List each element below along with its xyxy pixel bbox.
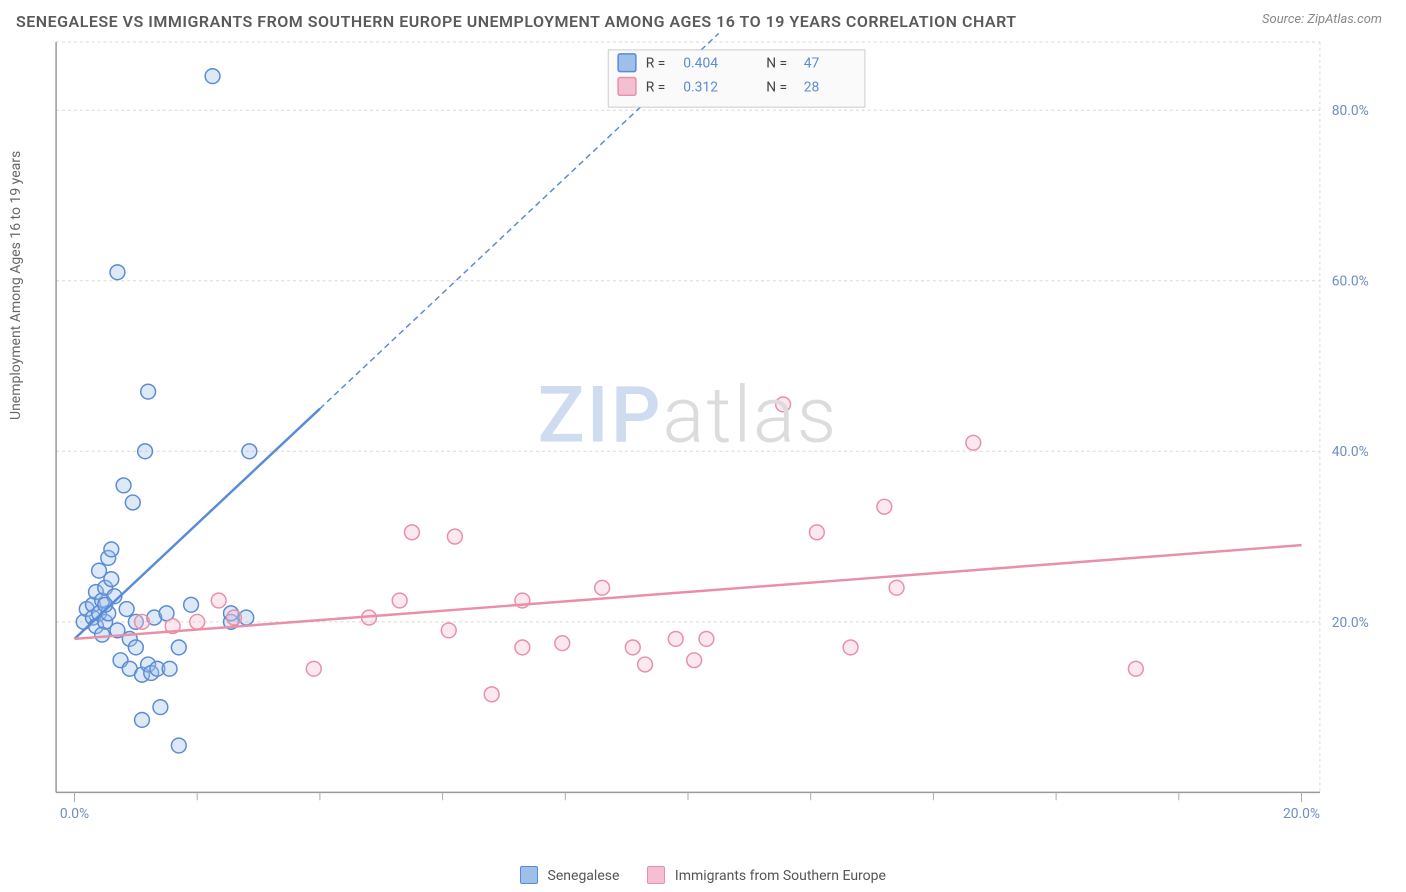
svg-text:N =: N = xyxy=(766,56,787,72)
legend-label-senegalese: Senegalese xyxy=(548,868,620,884)
svg-text:0.404: 0.404 xyxy=(683,56,718,72)
data-point xyxy=(141,384,156,399)
data-point xyxy=(125,495,140,510)
data-point xyxy=(889,580,904,595)
data-point xyxy=(227,610,242,625)
source-label: Source: ZipAtlas.com xyxy=(1262,12,1382,27)
data-point xyxy=(104,542,119,557)
data-point xyxy=(638,657,653,672)
legend-swatch-senegalese xyxy=(520,866,538,884)
data-point xyxy=(668,631,683,646)
data-point xyxy=(116,478,131,493)
svg-text:R =: R = xyxy=(646,79,666,95)
chart-title: SENEGALESE VS IMMIGRANTS FROM SOUTHERN E… xyxy=(16,12,1017,31)
data-point xyxy=(110,265,125,280)
data-point xyxy=(190,614,205,629)
svg-text:47: 47 xyxy=(804,56,820,72)
legend-swatch-southern-europe xyxy=(647,866,665,884)
data-point xyxy=(877,499,892,514)
legend-stats-swatch xyxy=(618,54,636,72)
data-point xyxy=(95,627,110,642)
data-point xyxy=(171,738,186,753)
data-point xyxy=(1128,661,1143,676)
data-point xyxy=(447,529,462,544)
svg-text:N =: N = xyxy=(766,79,787,95)
data-point xyxy=(555,636,570,651)
data-point xyxy=(843,640,858,655)
data-point xyxy=(119,602,134,617)
data-point xyxy=(211,593,226,608)
legend-label-southern-europe: Immigrants from Southern Europe xyxy=(675,868,886,884)
svg-text:28: 28 xyxy=(804,79,820,95)
data-point xyxy=(687,653,702,668)
data-point xyxy=(484,687,499,702)
chart-plot-area: ZIPatlas 20.0%40.0%60.0%80.0%0.0%20.0%R … xyxy=(48,42,1328,822)
data-point xyxy=(699,631,714,646)
data-point xyxy=(128,640,143,655)
data-point xyxy=(153,700,168,715)
data-point xyxy=(809,525,824,540)
data-point xyxy=(625,640,640,655)
svg-text:20.0%: 20.0% xyxy=(1283,806,1320,822)
data-point xyxy=(595,580,610,595)
data-point xyxy=(104,572,119,587)
data-point xyxy=(184,597,199,612)
y-axis-label: Unemployment Among Ages 16 to 19 years xyxy=(8,151,24,420)
data-point xyxy=(138,444,153,459)
data-point xyxy=(242,444,257,459)
svg-text:0.0%: 0.0% xyxy=(60,806,89,822)
svg-text:40.0%: 40.0% xyxy=(1332,444,1369,460)
legend-stats-swatch xyxy=(618,78,636,96)
svg-text:80.0%: 80.0% xyxy=(1332,103,1369,119)
data-point xyxy=(171,640,186,655)
data-point xyxy=(306,661,321,676)
svg-text:60.0%: 60.0% xyxy=(1332,274,1369,290)
data-point xyxy=(205,69,220,84)
legend-item-senegalese: Senegalese xyxy=(520,866,619,884)
data-point xyxy=(776,397,791,412)
trend-line xyxy=(75,545,1302,639)
legend-item-southern-europe: Immigrants from Southern Europe xyxy=(647,866,886,884)
data-point xyxy=(135,614,150,629)
data-point xyxy=(405,525,420,540)
legend-bottom: Senegalese Immigrants from Southern Euro… xyxy=(0,866,1406,884)
data-point xyxy=(441,623,456,638)
svg-text:20.0%: 20.0% xyxy=(1332,615,1369,631)
data-point xyxy=(162,661,177,676)
svg-text:R =: R = xyxy=(646,56,666,72)
data-point xyxy=(392,593,407,608)
svg-text:0.312: 0.312 xyxy=(683,79,718,95)
data-point xyxy=(135,712,150,727)
data-point xyxy=(515,640,530,655)
chart-svg: 20.0%40.0%60.0%80.0%0.0%20.0%R =0.404N =… xyxy=(48,42,1328,822)
data-point xyxy=(966,435,981,450)
